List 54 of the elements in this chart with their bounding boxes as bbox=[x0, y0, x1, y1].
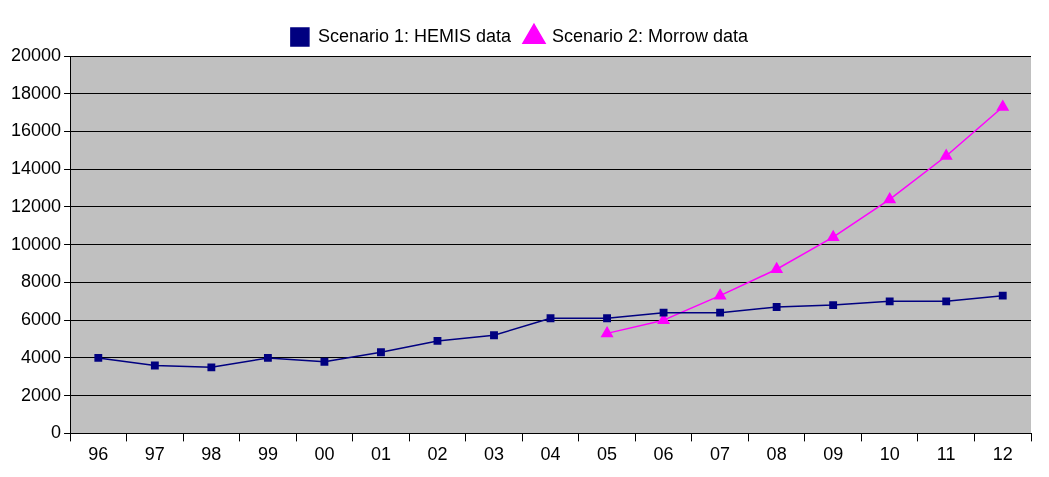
x-tick-label: 05 bbox=[597, 444, 618, 465]
y-tick-label: 4000 bbox=[21, 346, 62, 367]
x-tick-label: 98 bbox=[201, 444, 222, 465]
point bbox=[827, 230, 840, 241]
point bbox=[772, 303, 781, 311]
point bbox=[207, 363, 216, 372]
y-tick-label: 14000 bbox=[10, 158, 62, 179]
x-tick-label: 09 bbox=[823, 444, 844, 465]
x-tick-label: 12 bbox=[992, 444, 1013, 465]
point bbox=[829, 301, 838, 310]
x-tick-label: 00 bbox=[314, 444, 335, 465]
y-tick-label: 10000 bbox=[10, 233, 62, 254]
legend-label: Scenario 2: Morrow data bbox=[552, 25, 750, 46]
point bbox=[320, 357, 329, 366]
y-tick-label: 16000 bbox=[10, 120, 62, 141]
x-tick-label: 06 bbox=[653, 444, 674, 465]
point bbox=[714, 288, 727, 300]
x-tick-label: 04 bbox=[540, 444, 561, 465]
point bbox=[885, 297, 894, 306]
point bbox=[601, 326, 613, 338]
y-tick-label: 2000 bbox=[21, 384, 62, 405]
point bbox=[940, 149, 953, 160]
point bbox=[150, 361, 159, 370]
x-tick-label: 03 bbox=[483, 444, 505, 465]
x-tick-label: 99 bbox=[257, 444, 278, 465]
point bbox=[433, 337, 442, 345]
x-tick-label: 08 bbox=[766, 444, 787, 465]
point bbox=[377, 348, 385, 357]
y-tick-label: 0 bbox=[51, 422, 62, 443]
x-tick-label: 10 bbox=[879, 444, 900, 465]
y-tick-label: 6000 bbox=[21, 309, 62, 330]
y-tick-label: 18000 bbox=[10, 82, 62, 103]
x-tick-label: 96 bbox=[88, 444, 109, 465]
point bbox=[490, 331, 498, 340]
point bbox=[716, 308, 725, 317]
point bbox=[546, 314, 555, 323]
y-tick-label: 12000 bbox=[10, 195, 62, 216]
x-tick-label: 02 bbox=[427, 444, 448, 465]
point bbox=[942, 297, 951, 306]
x-tick-label: 11 bbox=[936, 444, 956, 465]
point bbox=[770, 262, 783, 273]
x-tick-label: 07 bbox=[710, 444, 731, 465]
point bbox=[263, 353, 272, 362]
point bbox=[94, 353, 103, 362]
y-tick-label: 20000 bbox=[10, 44, 62, 65]
point bbox=[996, 100, 1009, 111]
legend-label: Scenario 1: HEMIS data bbox=[317, 25, 512, 46]
point bbox=[998, 291, 1007, 300]
point bbox=[883, 192, 896, 204]
y-tick-label: 8000 bbox=[21, 271, 62, 292]
point bbox=[603, 314, 611, 323]
x-tick-label: 97 bbox=[144, 444, 165, 465]
x-tick-label: 01 bbox=[370, 444, 391, 465]
point bbox=[659, 308, 668, 317]
